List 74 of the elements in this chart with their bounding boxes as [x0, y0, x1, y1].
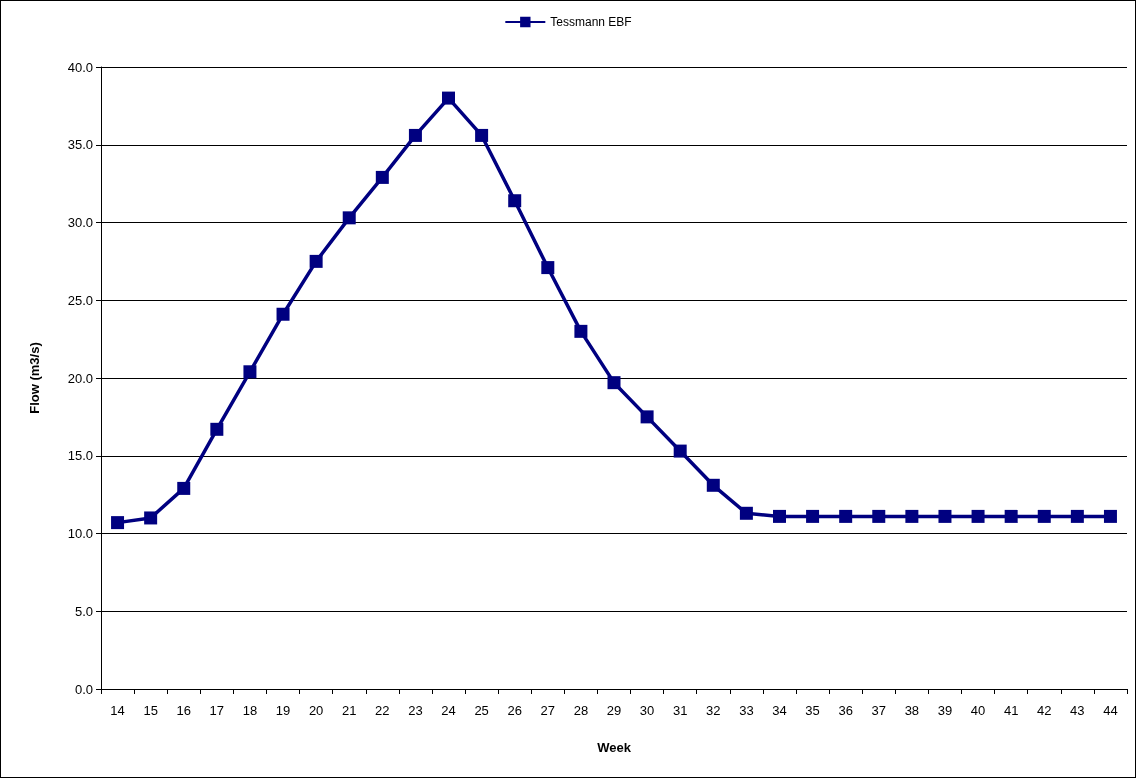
x-tick-label: 41 [1003, 703, 1019, 718]
point [243, 365, 257, 379]
x-tick-label: 37 [871, 703, 887, 718]
point [342, 211, 356, 225]
x-tick-label: 42 [1037, 703, 1052, 718]
x-tick-label: 32 [706, 703, 721, 718]
x-tick-label: 38 [904, 703, 920, 718]
x-tick-label: 25 [474, 703, 489, 718]
y-tick-label: 30.0 [67, 215, 93, 230]
point [772, 509, 786, 523]
y-tick-label: 25.0 [67, 292, 93, 308]
x-tick-label: 22 [375, 703, 390, 718]
x-tick-label: 15 [143, 703, 158, 718]
x-tick-label: 14 [110, 703, 125, 718]
x-tick-label: 23 [408, 703, 423, 718]
point [574, 324, 588, 338]
legend-label: Tessmann EBF [550, 15, 632, 29]
x-tick-label: 30 [639, 703, 655, 718]
x-tick-label: 31 [672, 703, 688, 718]
point [706, 478, 720, 492]
point [1070, 509, 1084, 523]
point [309, 254, 323, 268]
x-tick-label: 29 [606, 703, 622, 718]
point [1103, 509, 1117, 523]
point [508, 194, 522, 208]
x-tick-label: 39 [937, 703, 953, 718]
x-tick-label: 40 [970, 703, 986, 718]
point [806, 509, 820, 523]
x-tick-label: 24 [441, 703, 456, 718]
point [971, 509, 985, 523]
x-axis-title: Week [597, 740, 632, 755]
point [144, 511, 158, 525]
x-tick-label: 28 [573, 703, 589, 718]
y-tick-label: 10.0 [67, 526, 93, 541]
point [375, 170, 389, 184]
point [1004, 509, 1018, 523]
point [673, 444, 687, 458]
x-tick-label: 20 [308, 703, 324, 718]
point [276, 307, 290, 321]
point [607, 376, 621, 390]
x-tick-label: 21 [341, 703, 357, 718]
x-tick-label: 17 [209, 703, 225, 718]
y-tick-label: 5.0 [74, 603, 93, 619]
point [442, 91, 456, 105]
x-tick-label: 44 [1103, 703, 1118, 718]
point [872, 509, 886, 523]
point [177, 481, 191, 495]
y-tick-label: 35.0 [67, 137, 93, 153]
x-tick-label: 19 [275, 703, 291, 718]
x-tick-label: 35 [805, 703, 820, 718]
x-tick-label: 26 [507, 703, 522, 718]
point [475, 128, 489, 142]
y-tick-label: 40.0 [67, 59, 93, 75]
x-tick-label: 34 [772, 703, 787, 718]
point [905, 509, 919, 523]
point [739, 506, 753, 520]
y-tick-label: 0.0 [74, 681, 93, 697]
point [640, 410, 654, 424]
point [111, 516, 125, 530]
y-axis-title: Flow (m3/s) [27, 342, 42, 414]
x-tick-label: 27 [540, 703, 556, 718]
point [541, 261, 555, 275]
point [1037, 509, 1051, 523]
x-tick-label: 43 [1070, 703, 1085, 718]
x-tick-label: 33 [739, 703, 754, 718]
x-tick-label: 16 [176, 703, 191, 718]
x-tick-label: 36 [838, 703, 853, 718]
point [210, 422, 224, 436]
point [938, 509, 952, 523]
point [839, 509, 853, 523]
point [408, 128, 422, 142]
y-tick-label: 20.0 [67, 370, 93, 386]
x-tick-label: 18 [242, 703, 258, 718]
y-tick-label: 15.0 [67, 448, 93, 464]
